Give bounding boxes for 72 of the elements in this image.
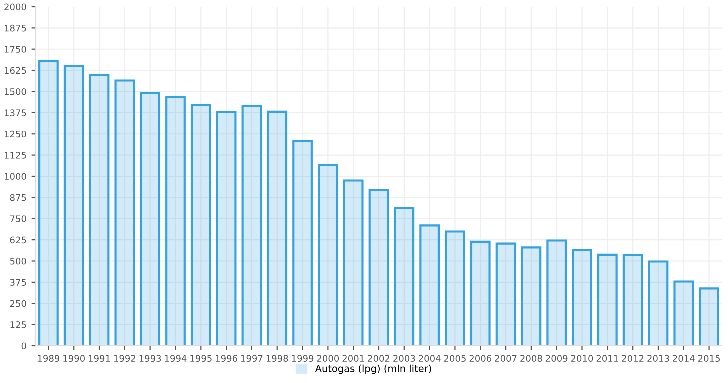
y-tick-label: 1125: [4, 152, 26, 159]
bar: [114, 80, 136, 346]
y-tick-label: 875: [10, 194, 26, 202]
y-tick-label: 625: [10, 236, 26, 244]
bar: [420, 224, 440, 346]
y-tick-label: 375: [10, 279, 26, 286]
bar: [597, 254, 618, 346]
x-tick-label: 1994: [165, 355, 187, 362]
bar: [470, 240, 491, 346]
bar: [622, 254, 644, 346]
x-tick-label: 2011: [596, 355, 618, 362]
bar: [699, 288, 720, 346]
x-tick-label: 1990: [64, 355, 85, 362]
bar: [496, 242, 516, 346]
bar: [166, 96, 186, 346]
x-tick-label: 2006: [470, 355, 492, 362]
x-tick-label: 2013: [648, 355, 670, 362]
x-tick-label: 1993: [140, 355, 162, 362]
bar: [521, 246, 542, 346]
x-tick-label: 1996: [216, 355, 238, 362]
x-tick-label: 1992: [114, 355, 136, 362]
y-tick-label: 500: [10, 258, 26, 265]
x-tick-label: 2003: [394, 355, 416, 362]
bar: [267, 110, 288, 346]
y-tick-label: 1000: [4, 173, 26, 180]
bar: [64, 65, 84, 346]
bar: [140, 92, 161, 346]
y-tick-label: 1875: [4, 24, 26, 32]
y-tick-label: 1500: [4, 88, 26, 96]
y-tick-label: 1250: [4, 130, 26, 138]
y-tick-label: 1375: [4, 110, 26, 116]
bar: [445, 230, 466, 346]
x-tick-label: 2002: [368, 355, 390, 362]
bar: [38, 60, 59, 346]
bar: [368, 189, 390, 346]
bar: [343, 180, 364, 346]
bar: [292, 140, 313, 346]
y-tick-label: 2000: [4, 4, 26, 11]
x-tick-label: 2008: [520, 355, 542, 362]
x-tick-label: 2012: [622, 355, 644, 362]
x-tick-label: 2009: [546, 355, 568, 362]
x-tick-label: 2005: [444, 355, 466, 362]
bar: [190, 104, 212, 346]
x-tick-label: 2007: [495, 355, 517, 362]
x-tick-label: 1997: [241, 355, 263, 362]
y-tick-label: 125: [10, 322, 26, 328]
bar: [318, 164, 338, 346]
bar: [216, 111, 237, 346]
x-tick-label: 2015: [698, 355, 720, 362]
y-tick-label: 750: [10, 216, 26, 222]
x-tick-label: 1998: [266, 355, 288, 362]
bar: [572, 249, 592, 346]
x-tick-label: 2001: [342, 355, 364, 362]
bar: [242, 104, 262, 346]
x-tick-label: 1991: [89, 355, 110, 362]
bar: [674, 280, 694, 346]
y-tick-label: 250: [10, 300, 26, 308]
bar: [89, 74, 110, 346]
x-tick-label: 2010: [571, 355, 594, 362]
x-tick-label: 2014: [673, 355, 695, 362]
x-tick-label: 1995: [190, 355, 212, 362]
y-tick-label: 1750: [4, 46, 26, 53]
legend-label: Autogas (lpg) (mln liter): [315, 364, 432, 374]
bar: [648, 260, 669, 346]
bar: [394, 207, 415, 346]
x-tick-label: 1989: [38, 355, 60, 362]
y-tick-label: 0: [22, 342, 26, 350]
bar: [546, 240, 568, 346]
x-tick-label: 2000: [317, 355, 340, 362]
y-tick-label: 1625: [4, 67, 26, 74]
x-tick-label: 1999: [292, 355, 314, 362]
x-tick-label: 2004: [418, 355, 441, 362]
